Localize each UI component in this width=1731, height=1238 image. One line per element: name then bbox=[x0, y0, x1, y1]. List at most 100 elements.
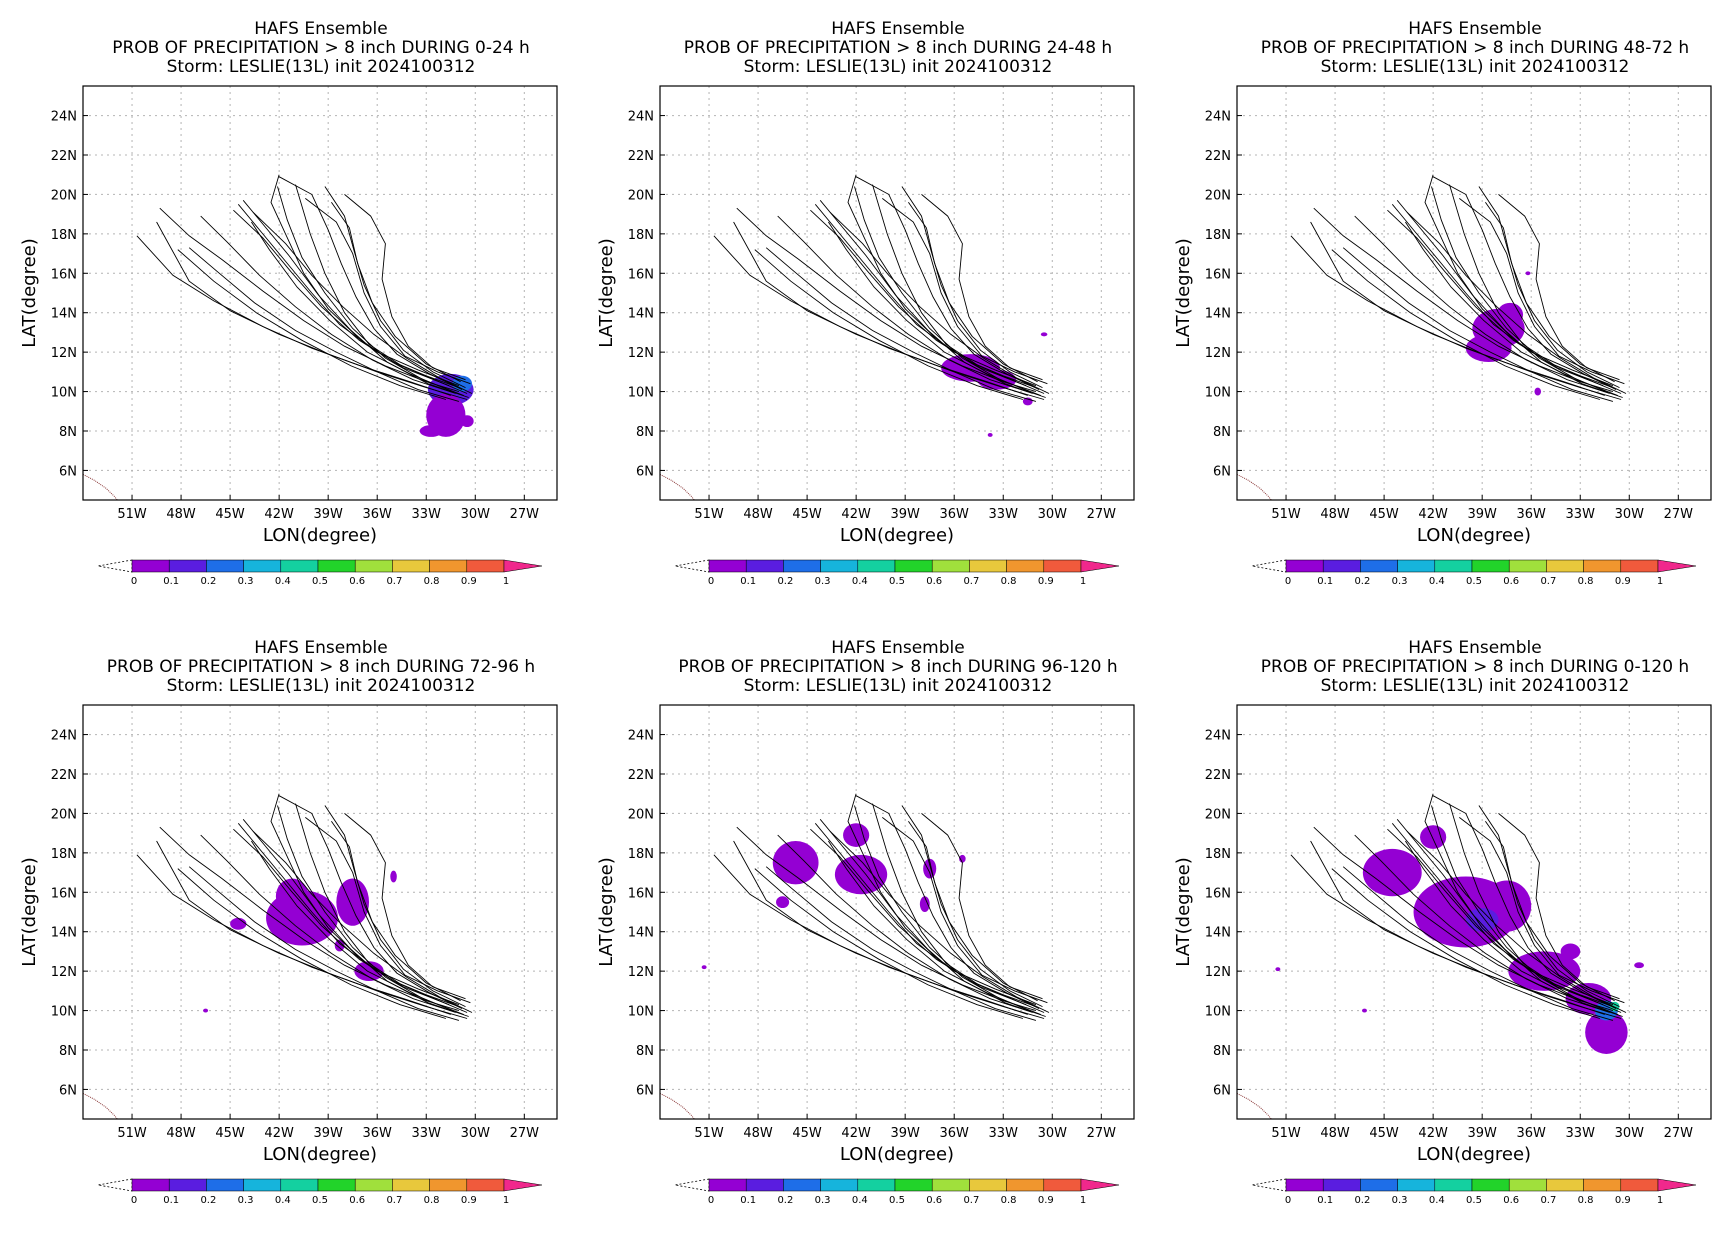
colorbar-segment bbox=[354, 559, 393, 573]
ensemble-track bbox=[305, 817, 471, 1004]
ensemble-track bbox=[921, 194, 1043, 381]
y-tick-label: 20N bbox=[628, 188, 654, 203]
ensemble-track bbox=[200, 834, 456, 1013]
plot-area bbox=[1237, 793, 1644, 1119]
colorbar-segment bbox=[745, 559, 784, 573]
title-line2: PROB OF PRECIPITATION > 8 inch DURING 0-… bbox=[112, 38, 530, 58]
ensemble-track bbox=[188, 866, 460, 1021]
colorbar-label: 0 bbox=[131, 576, 137, 587]
ensemble-track bbox=[736, 826, 1037, 1012]
colorbar-segment bbox=[243, 1178, 282, 1192]
ensemble-track bbox=[901, 805, 1043, 1008]
colorbar-label: 0.3 bbox=[815, 1195, 831, 1206]
ensemble-track bbox=[855, 176, 1040, 391]
plot-frame bbox=[1236, 85, 1712, 501]
colorbar-label: 0.8 bbox=[1578, 1195, 1594, 1206]
x-tick-label: 45W bbox=[1369, 1126, 1399, 1141]
colorbar-label: 0.6 bbox=[349, 576, 365, 587]
colorbar-segment bbox=[243, 559, 282, 573]
x-tick-label: 48W bbox=[1320, 507, 1350, 522]
y-tick-label: 20N bbox=[1205, 188, 1231, 203]
ensemble-track bbox=[233, 209, 450, 387]
x-tick-label: 48W bbox=[1320, 1126, 1350, 1141]
precip-area bbox=[230, 917, 247, 930]
x-tick-label: 36W bbox=[1517, 507, 1547, 522]
y-tick-label: 12N bbox=[1205, 346, 1231, 361]
ensemble-track bbox=[305, 198, 471, 385]
colorbar-segment bbox=[931, 559, 970, 573]
colorbar-label: 0.7 bbox=[386, 1195, 402, 1206]
precip-area bbox=[919, 896, 930, 912]
title-line1: HAFS Ensemble bbox=[831, 638, 964, 658]
colorbar: 0 0.1 0.2 0.3 0.4 0.5 0.6 0.7 0.8 0.9 1 bbox=[97, 1178, 543, 1206]
title-line2: PROB OF PRECIPITATION > 8 inch DURING 96… bbox=[678, 657, 1117, 677]
ensemble-track bbox=[733, 840, 1045, 1019]
colorbar-segment bbox=[969, 1178, 1007, 1192]
ensemble-track bbox=[1310, 221, 1622, 400]
ensemble-track bbox=[1459, 198, 1625, 385]
colorbar-segment bbox=[1583, 1178, 1622, 1192]
colorbar-label: 0.2 bbox=[1354, 1195, 1370, 1206]
ensemble-track bbox=[331, 202, 461, 383]
x-tick-label: 42W bbox=[264, 1126, 294, 1141]
precip-area bbox=[1525, 271, 1531, 276]
precip-area bbox=[203, 1008, 209, 1013]
y-tick-label: 16N bbox=[628, 886, 654, 901]
title-line1: HAFS Ensemble bbox=[254, 638, 387, 658]
colorbar-label: 0.4 bbox=[1429, 1195, 1445, 1206]
colorbar-segment bbox=[1043, 1178, 1082, 1192]
colorbar-segment bbox=[280, 559, 319, 573]
colorbar-label: 0.6 bbox=[926, 1195, 942, 1206]
colorbar-segment bbox=[168, 1178, 207, 1192]
ensemble-track bbox=[854, 186, 1041, 396]
grid bbox=[1237, 86, 1711, 500]
ensemble-track bbox=[754, 868, 1024, 1019]
colorbar-segment bbox=[466, 559, 505, 573]
colorbar-label: 0.8 bbox=[424, 576, 440, 587]
colorbar-label: 0.2 bbox=[777, 1195, 793, 1206]
colorbar-segment bbox=[280, 1178, 319, 1192]
colorbar-label: 0.1 bbox=[1317, 1195, 1333, 1206]
ensemble-track bbox=[819, 200, 1046, 398]
colorbar-segment bbox=[131, 1178, 170, 1192]
x-tick-label: 48W bbox=[743, 507, 773, 522]
ensemble-track bbox=[1331, 868, 1601, 1019]
colorbar-under-arrow bbox=[1251, 1178, 1287, 1192]
ensemble-track bbox=[1290, 235, 1605, 396]
coastline bbox=[1237, 473, 1272, 500]
ensemble-track bbox=[237, 823, 460, 1006]
y-tick-label: 24N bbox=[628, 729, 654, 744]
y-tick-label: 22N bbox=[1205, 149, 1231, 164]
plot-frame bbox=[659, 85, 1135, 501]
x-tick-label: 48W bbox=[743, 1126, 773, 1141]
map-panel-6: HAFS Ensemble PROB OF PRECIPITATION > 8 i… bbox=[1154, 619, 1731, 1238]
colorbar-segment bbox=[317, 1178, 356, 1192]
colorbar-label: 0.9 bbox=[461, 1195, 477, 1206]
colorbar-label: 0.5 bbox=[312, 576, 328, 587]
x-tick-label: 51W bbox=[694, 507, 724, 522]
colorbar-label: 0.4 bbox=[852, 576, 868, 587]
y-tick-label: 12N bbox=[51, 965, 77, 980]
colorbar-segment bbox=[708, 1178, 747, 1192]
y-tick-label: 18N bbox=[51, 847, 77, 862]
x-tick-label: 30W bbox=[1038, 1126, 1068, 1141]
title-line3: Storm: LESLIE(13L) init 2024100312 bbox=[744, 676, 1053, 696]
y-tick-label: 16N bbox=[1205, 267, 1231, 282]
ensemble-track bbox=[1431, 186, 1618, 396]
colorbar-label: 0.6 bbox=[1503, 576, 1519, 587]
colorbar-label: 0.6 bbox=[1503, 1195, 1519, 1206]
ensemble-track bbox=[1391, 823, 1614, 1006]
ensemble-track bbox=[1478, 186, 1620, 389]
plot-area bbox=[1237, 174, 1627, 500]
colorbar-label: 0.7 bbox=[1540, 1195, 1556, 1206]
x-tick-label: 42W bbox=[841, 507, 871, 522]
precip-area bbox=[1465, 334, 1512, 363]
x-tick-label: 30W bbox=[1615, 1126, 1645, 1141]
y-tick-label: 20N bbox=[628, 807, 654, 822]
ensemble-track bbox=[1498, 813, 1620, 1000]
x-tick-label: 51W bbox=[694, 1126, 724, 1141]
